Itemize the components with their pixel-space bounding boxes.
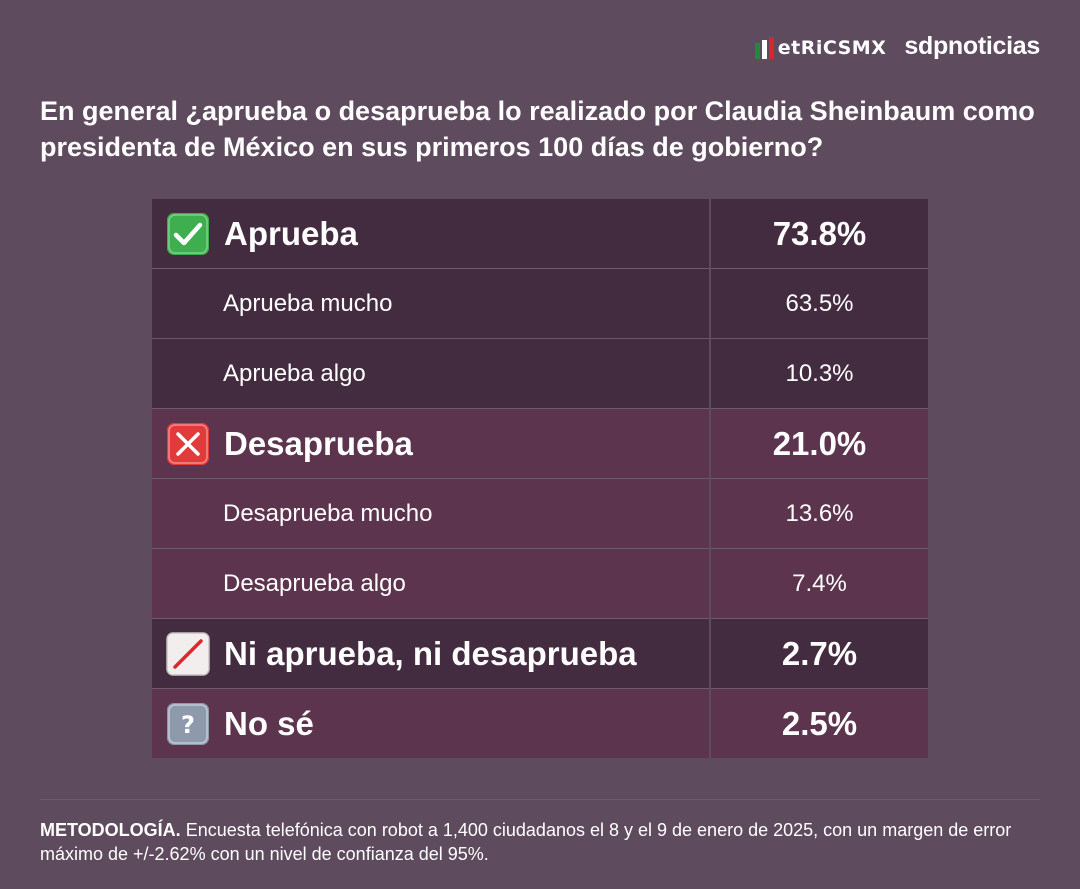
check-mark-icon bbox=[166, 212, 210, 256]
results-table: Aprueba 73.8% Aprueba mucho 63.5% Aprueba al… bbox=[152, 199, 928, 758]
result-value: 10.3% bbox=[785, 359, 854, 387]
metricsmx-logo: etRiCSMX bbox=[754, 35, 887, 59]
result-value-cell: 13.6% bbox=[710, 478, 928, 549]
result-label-cell: Aprueba mucho bbox=[152, 268, 711, 339]
result-value-cell: 2.7% bbox=[710, 618, 928, 689]
result-label: Aprueba bbox=[224, 214, 358, 252]
result-value-cell: 2.5% bbox=[710, 688, 928, 758]
result-value-cell: 63.5% bbox=[710, 268, 928, 339]
slash-icon bbox=[166, 631, 210, 676]
result-value-cell: 21.0% bbox=[710, 408, 928, 479]
result-sublabel: Aprueba mucho bbox=[223, 289, 393, 317]
result-label: No sé bbox=[224, 704, 314, 742]
question-title: En general ¿aprueba o desaprueba lo real… bbox=[40, 96, 1035, 162]
result-label-cell: Ni aprueba, ni desaprueba bbox=[152, 618, 711, 689]
result-value: 2.7% bbox=[781, 634, 858, 672]
divider bbox=[40, 799, 1040, 800]
result-row: Aprueba algo 10.3% bbox=[152, 338, 928, 409]
result-label-wrap: Desaprueba bbox=[152, 422, 709, 466]
logos: etRiCSMX sdpnoticias bbox=[754, 32, 1040, 61]
result-value-cell: 10.3% bbox=[710, 338, 928, 409]
result-label-cell: Desaprueba mucho bbox=[152, 478, 711, 549]
result-label-cell: Aprueba algo bbox=[152, 338, 711, 409]
result-value: 63.5% bbox=[785, 289, 854, 317]
methodology-text: Encuesta telefónica con robot a 1,400 ci… bbox=[40, 820, 1012, 864]
result-label-cell: Aprueba bbox=[152, 199, 711, 269]
result-label-cell: ? No sé bbox=[152, 688, 711, 758]
result-label: Desaprueba bbox=[224, 424, 413, 462]
result-label-cell: Desaprueba bbox=[152, 408, 711, 479]
result-label-wrap: Aprueba bbox=[152, 212, 709, 256]
result-row: ? No sé 2.5% bbox=[152, 688, 928, 758]
result-value: 7.4% bbox=[792, 569, 847, 597]
result-row: Desaprueba algo 7.4% bbox=[152, 548, 928, 619]
svg-text:?: ? bbox=[181, 711, 195, 739]
methodology-note: METODOLOGÍA. Encuesta telefónica con rob… bbox=[40, 818, 1040, 866]
result-value: 73.8% bbox=[772, 214, 867, 252]
result-row: Ni aprueba, ni desaprueba 2.7% bbox=[152, 618, 928, 689]
methodology-label: METODOLOGÍA. bbox=[40, 820, 181, 840]
sdpnoticias-logo: sdpnoticias bbox=[904, 32, 1040, 60]
question-mark-icon: ? bbox=[166, 702, 210, 746]
result-sublabel: Desaprueba algo bbox=[223, 569, 406, 597]
result-row: Desaprueba 21.0% bbox=[152, 408, 928, 479]
result-sublabel: Desaprueba mucho bbox=[223, 499, 433, 527]
result-label-wrap: Ni aprueba, ni desaprueba bbox=[152, 631, 709, 676]
result-value-cell: 7.4% bbox=[710, 548, 928, 619]
metricsmx-flag-icon bbox=[754, 36, 774, 59]
result-value: 13.6% bbox=[785, 499, 854, 527]
metricsmx-logo-text: etRiCSMX bbox=[777, 36, 887, 59]
result-sublabel: Aprueba algo bbox=[223, 359, 366, 387]
result-value-cell: 73.8% bbox=[710, 199, 928, 269]
result-value: 21.0% bbox=[772, 424, 867, 462]
result-label-wrap: ? No sé bbox=[152, 702, 709, 746]
result-value: 2.5% bbox=[781, 704, 858, 742]
result-row: Desaprueba mucho 13.6% bbox=[152, 478, 928, 549]
cross-mark-icon bbox=[166, 422, 210, 466]
result-label: Ni aprueba, ni desaprueba bbox=[224, 634, 637, 672]
result-label-cell: Desaprueba algo bbox=[152, 548, 711, 619]
result-row: Aprueba mucho 63.5% bbox=[152, 268, 928, 339]
result-row: Aprueba 73.8% bbox=[152, 199, 928, 269]
